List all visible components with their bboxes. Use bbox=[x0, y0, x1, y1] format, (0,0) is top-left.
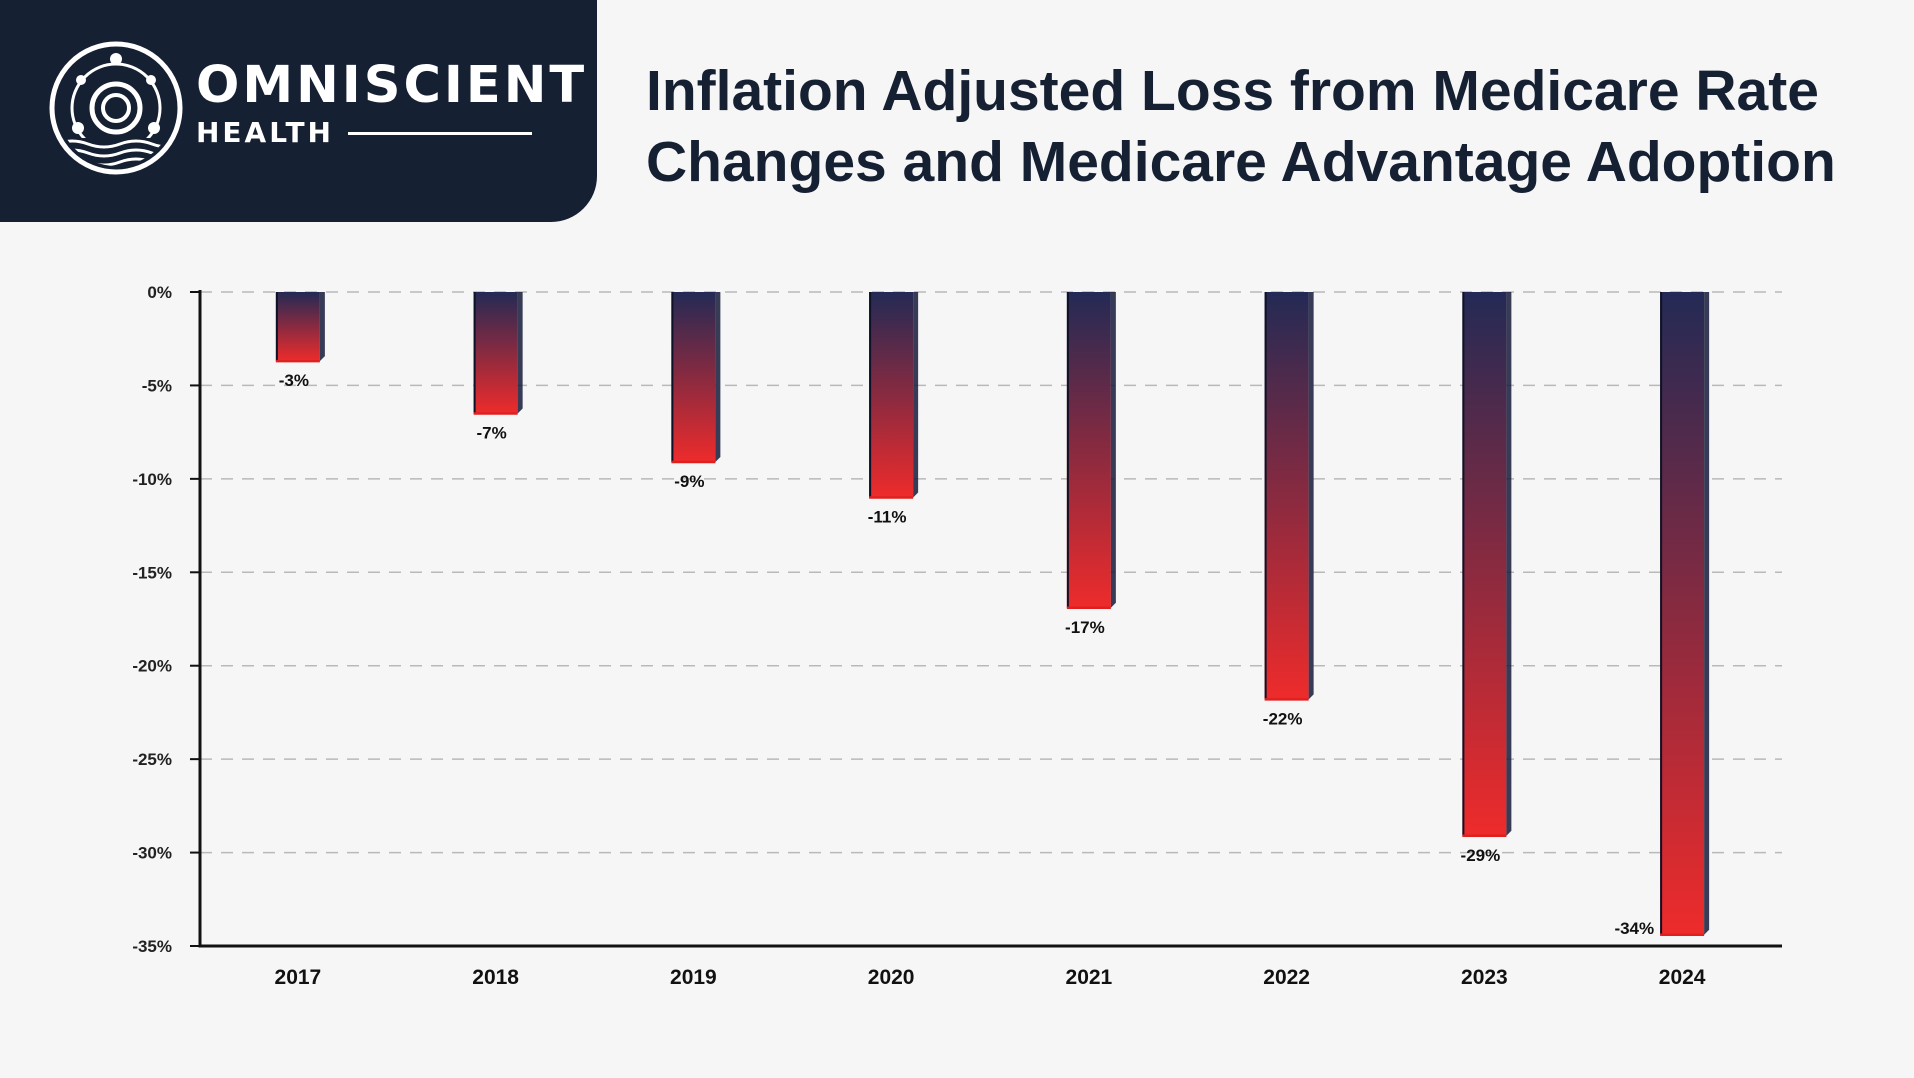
x-tick-label: 2019 bbox=[670, 966, 717, 989]
bar bbox=[869, 292, 919, 499]
y-tick-label: -5% bbox=[142, 376, 172, 395]
brand-name: OMNISCIENT bbox=[196, 56, 588, 115]
data-label: -34% bbox=[1614, 919, 1654, 938]
bar-face bbox=[275, 292, 320, 362]
bar-face bbox=[1264, 292, 1309, 700]
omniscient-logo-icon bbox=[49, 41, 183, 175]
bar-face bbox=[869, 292, 914, 498]
brand-divider bbox=[348, 132, 532, 135]
bar-face bbox=[1462, 292, 1507, 836]
x-tick-label: 2024 bbox=[1659, 966, 1706, 989]
bar bbox=[671, 292, 721, 464]
bar-face bbox=[1066, 292, 1111, 608]
x-tick-label: 2018 bbox=[472, 966, 519, 989]
data-label: -17% bbox=[1065, 618, 1105, 637]
bar bbox=[275, 292, 325, 363]
data-label: -22% bbox=[1263, 709, 1303, 728]
y-tick-label: -35% bbox=[132, 937, 172, 956]
bar-side bbox=[319, 292, 325, 362]
bar-face bbox=[1660, 292, 1705, 935]
bar-face bbox=[473, 292, 518, 414]
data-label: -7% bbox=[477, 423, 507, 442]
data-label: -3% bbox=[279, 371, 309, 390]
bar-side bbox=[1110, 292, 1116, 608]
y-tick-label: -20% bbox=[132, 657, 172, 676]
y-tick-label: -25% bbox=[132, 750, 172, 769]
x-tick-label: 2020 bbox=[868, 966, 915, 989]
y-tick-label: -10% bbox=[132, 470, 172, 489]
data-label: -9% bbox=[674, 472, 704, 491]
x-tick-label: 2022 bbox=[1263, 966, 1310, 989]
bar-side bbox=[913, 292, 919, 498]
bar-side bbox=[1506, 292, 1512, 836]
data-label: -29% bbox=[1461, 846, 1501, 865]
bar bbox=[1660, 292, 1710, 937]
bar bbox=[1264, 292, 1314, 701]
y-tick-label: 0% bbox=[147, 283, 172, 302]
bar-side bbox=[517, 292, 523, 414]
brand-subtitle: HEALTH bbox=[196, 116, 334, 149]
bar-face bbox=[671, 292, 716, 463]
y-tick-label: -30% bbox=[132, 844, 172, 863]
bar-side bbox=[1704, 292, 1710, 935]
bar-side bbox=[1308, 292, 1314, 700]
chart-title: Inflation Adjusted Loss from Medicare Ra… bbox=[646, 59, 1836, 194]
header-panel: OMNISCIENT HEALTH bbox=[0, 0, 597, 222]
x-tick-label: 2017 bbox=[275, 966, 322, 989]
bar bbox=[473, 292, 523, 415]
bar bbox=[1066, 292, 1116, 610]
bar-side bbox=[715, 292, 721, 463]
y-tick-label: -15% bbox=[132, 563, 172, 582]
data-label: -11% bbox=[868, 508, 907, 527]
bar bbox=[1462, 292, 1512, 838]
x-tick-label: 2023 bbox=[1461, 966, 1508, 989]
x-tick-label: 2021 bbox=[1066, 966, 1113, 989]
